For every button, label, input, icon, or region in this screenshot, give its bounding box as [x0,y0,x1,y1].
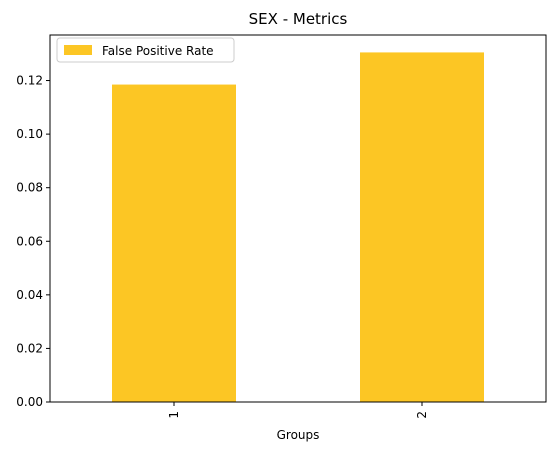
bars [112,52,484,402]
x-tick-label: 2 [415,411,429,419]
y-tick-label: 0.10 [16,127,43,141]
x-axis-label: Groups [277,428,320,442]
chart-title: SEX - Metrics [249,10,348,28]
plot-frame [49,34,547,403]
y-tick-label: 0.12 [16,74,43,88]
x-tick-label: 1 [167,411,181,419]
y-tick-label: 0.04 [16,288,43,302]
legend: False Positive Rate [56,37,235,63]
legend-swatch [64,45,92,55]
y-axis: 0.00 0.02 0.04 0.06 0.08 0.10 0.12 [16,74,50,409]
legend-box [56,37,235,63]
y-tick-label: 0.00 [16,395,43,409]
bar-1 [112,84,236,402]
bar-2 [360,52,484,402]
legend-label: False Positive Rate [102,44,214,58]
y-tick-label: 0.02 [16,341,43,355]
y-tick-label: 0.08 [16,181,43,195]
y-tick-label: 0.06 [16,234,43,248]
